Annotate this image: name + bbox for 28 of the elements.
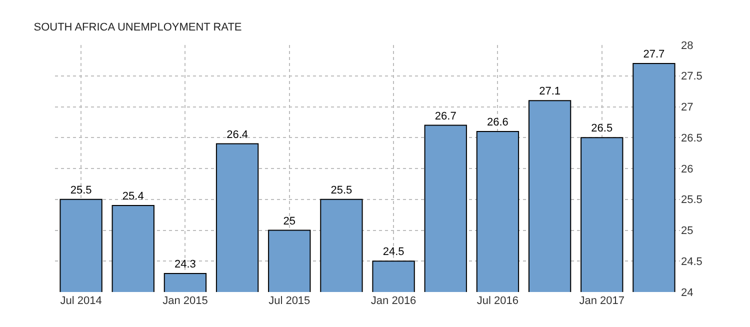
data-label: 26.4	[226, 128, 248, 141]
data-label: 26.7	[434, 110, 456, 122]
x-tick-label: Jan 2017	[579, 295, 625, 307]
data-label: 26.6	[487, 116, 508, 128]
y-tick-label: 27	[681, 102, 694, 114]
data-label: 24.5	[382, 246, 404, 258]
y-tick-label: 24.5	[681, 256, 702, 268]
chart-title: SOUTH AFRICA UNEMPLOYMENT RATE	[34, 22, 242, 34]
y-tick-label: 26.5	[681, 132, 702, 144]
y-tick-label: 27.5	[681, 70, 702, 83]
data-label: 24.3	[174, 258, 196, 270]
y-tick-label: 24	[681, 286, 694, 299]
data-label: 25.5	[330, 184, 352, 196]
data-label: 27.1	[539, 86, 561, 98]
data-label: 25.5	[70, 184, 92, 196]
x-tick-label: Jan 2015	[162, 295, 208, 307]
y-tick-label: 28	[681, 40, 694, 52]
data-label: 27.7	[643, 48, 665, 61]
data-label: 25.4	[122, 190, 144, 203]
data-label: 25	[283, 215, 296, 228]
x-tick-label: Jul 2014	[60, 295, 102, 307]
data-label: 26.5	[591, 122, 613, 135]
y-tick-label: 26	[681, 163, 694, 176]
x-tick-label: Jan 2016	[370, 295, 416, 307]
x-tick-label: Jul 2015	[268, 295, 310, 307]
y-tick-label: 25	[681, 225, 694, 238]
y-tick-label: 25.5	[681, 194, 702, 206]
x-tick-label: Jul 2016	[476, 295, 519, 307]
